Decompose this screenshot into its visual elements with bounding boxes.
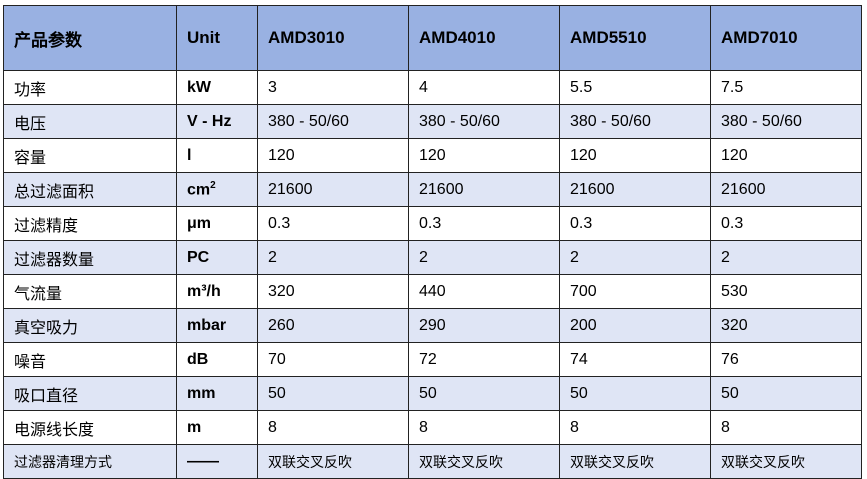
table-row: 功率 kW 3 4 5.5 7.5 bbox=[3, 70, 862, 105]
unit-cell: V - Hz bbox=[176, 104, 258, 139]
header-model: AMD5510 bbox=[559, 5, 711, 71]
unit-cell: l bbox=[176, 138, 258, 173]
table-row: 总过滤面积 cm2 21600 21600 21600 21600 bbox=[3, 172, 862, 207]
header-param: 产品参数 bbox=[3, 5, 177, 71]
value-cell: 双联交叉反吹 bbox=[257, 444, 409, 479]
value-cell: 50 bbox=[257, 376, 409, 411]
value-cell: 120 bbox=[408, 138, 560, 173]
table-row: 真空吸力 mbar 260 290 200 320 bbox=[3, 308, 862, 343]
unit-cell: cm2 bbox=[176, 172, 258, 207]
value-cell: 380 - 50/60 bbox=[257, 104, 409, 139]
value-cell: 380 - 50/60 bbox=[408, 104, 560, 139]
unit-cell: μm bbox=[176, 206, 258, 241]
spec-table: 产品参数 Unit AMD3010 AMD4010 AMD5510 AMD701… bbox=[3, 5, 862, 479]
param-cell: 电压 bbox=[3, 104, 177, 139]
value-cell: 120 bbox=[257, 138, 409, 173]
value-cell: 700 bbox=[559, 274, 711, 309]
unit-cell: —— bbox=[176, 444, 258, 479]
unit-text: cm bbox=[187, 181, 211, 199]
value-cell: 0.3 bbox=[710, 206, 862, 241]
value-cell: 320 bbox=[710, 308, 862, 343]
table-row: 过滤器清理方式 —— 双联交叉反吹 双联交叉反吹 双联交叉反吹 双联交叉反吹 bbox=[3, 444, 862, 479]
value-cell: 3 bbox=[257, 70, 409, 105]
value-cell: 8 bbox=[257, 410, 409, 445]
table-row: 吸口直径 mm 50 50 50 50 bbox=[3, 376, 862, 411]
value-cell: 0.3 bbox=[559, 206, 711, 241]
value-cell: 2 bbox=[559, 240, 711, 275]
value-cell: 380 - 50/60 bbox=[710, 104, 862, 139]
value-cell: 290 bbox=[408, 308, 560, 343]
unit-cell: kW bbox=[176, 70, 258, 105]
param-cell: 电源线长度 bbox=[3, 410, 177, 445]
table-row: 电源线长度 m 8 8 8 8 bbox=[3, 410, 862, 445]
param-cell: 吸口直径 bbox=[3, 376, 177, 411]
value-cell: 50 bbox=[408, 376, 560, 411]
value-cell: 120 bbox=[559, 138, 711, 173]
value-cell: 21600 bbox=[408, 172, 560, 207]
unit-cell: PC bbox=[176, 240, 258, 275]
param-cell: 过滤器数量 bbox=[3, 240, 177, 275]
unit-superscript: 2 bbox=[210, 179, 216, 191]
value-cell: 21600 bbox=[257, 172, 409, 207]
unit-cell: m³/h bbox=[176, 274, 258, 309]
table-row: 过滤器数量 PC 2 2 2 2 bbox=[3, 240, 862, 275]
value-cell: 530 bbox=[710, 274, 862, 309]
unit-cell: dB bbox=[176, 342, 258, 377]
value-cell: 双联交叉反吹 bbox=[559, 444, 711, 479]
value-cell: 200 bbox=[559, 308, 711, 343]
header-model: AMD3010 bbox=[257, 5, 409, 71]
value-cell: 21600 bbox=[559, 172, 711, 207]
unit-cell: m bbox=[176, 410, 258, 445]
table-row: 过滤精度 μm 0.3 0.3 0.3 0.3 bbox=[3, 206, 862, 241]
header-unit: Unit bbox=[176, 5, 258, 71]
value-cell: 260 bbox=[257, 308, 409, 343]
value-cell: 7.5 bbox=[710, 70, 862, 105]
value-cell: 双联交叉反吹 bbox=[408, 444, 560, 479]
header-row: 产品参数 Unit AMD3010 AMD4010 AMD5510 AMD701… bbox=[3, 5, 862, 71]
table-row: 电压 V - Hz 380 - 50/60 380 - 50/60 380 - … bbox=[3, 104, 862, 139]
value-cell: 2 bbox=[408, 240, 560, 275]
value-cell: 50 bbox=[559, 376, 711, 411]
table-row: 容量 l 120 120 120 120 bbox=[3, 138, 862, 173]
value-cell: 2 bbox=[710, 240, 862, 275]
value-cell: 8 bbox=[559, 410, 711, 445]
value-cell: 双联交叉反吹 bbox=[710, 444, 862, 479]
value-cell: 380 - 50/60 bbox=[559, 104, 711, 139]
unit-cell: mbar bbox=[176, 308, 258, 343]
unit-cell: mm bbox=[176, 376, 258, 411]
value-cell: 76 bbox=[710, 342, 862, 377]
value-cell: 0.3 bbox=[257, 206, 409, 241]
value-cell: 21600 bbox=[710, 172, 862, 207]
param-cell: 功率 bbox=[3, 70, 177, 105]
value-cell: 8 bbox=[408, 410, 560, 445]
value-cell: 320 bbox=[257, 274, 409, 309]
value-cell: 72 bbox=[408, 342, 560, 377]
param-cell: 总过滤面积 bbox=[3, 172, 177, 207]
param-cell: 容量 bbox=[3, 138, 177, 173]
value-cell: 8 bbox=[710, 410, 862, 445]
value-cell: 0.3 bbox=[408, 206, 560, 241]
param-cell: 噪音 bbox=[3, 342, 177, 377]
value-cell: 120 bbox=[710, 138, 862, 173]
value-cell: 2 bbox=[257, 240, 409, 275]
value-cell: 70 bbox=[257, 342, 409, 377]
header-model: AMD4010 bbox=[408, 5, 560, 71]
table-row: 气流量 m³/h 320 440 700 530 bbox=[3, 274, 862, 309]
value-cell: 5.5 bbox=[559, 70, 711, 105]
param-cell: 真空吸力 bbox=[3, 308, 177, 343]
value-cell: 4 bbox=[408, 70, 560, 105]
header-model: AMD7010 bbox=[710, 5, 862, 71]
value-cell: 74 bbox=[559, 342, 711, 377]
value-cell: 440 bbox=[408, 274, 560, 309]
param-cell: 过滤器清理方式 bbox=[3, 444, 177, 479]
table-row: 噪音 dB 70 72 74 76 bbox=[3, 342, 862, 377]
param-cell: 过滤精度 bbox=[3, 206, 177, 241]
param-cell: 气流量 bbox=[3, 274, 177, 309]
value-cell: 50 bbox=[710, 376, 862, 411]
